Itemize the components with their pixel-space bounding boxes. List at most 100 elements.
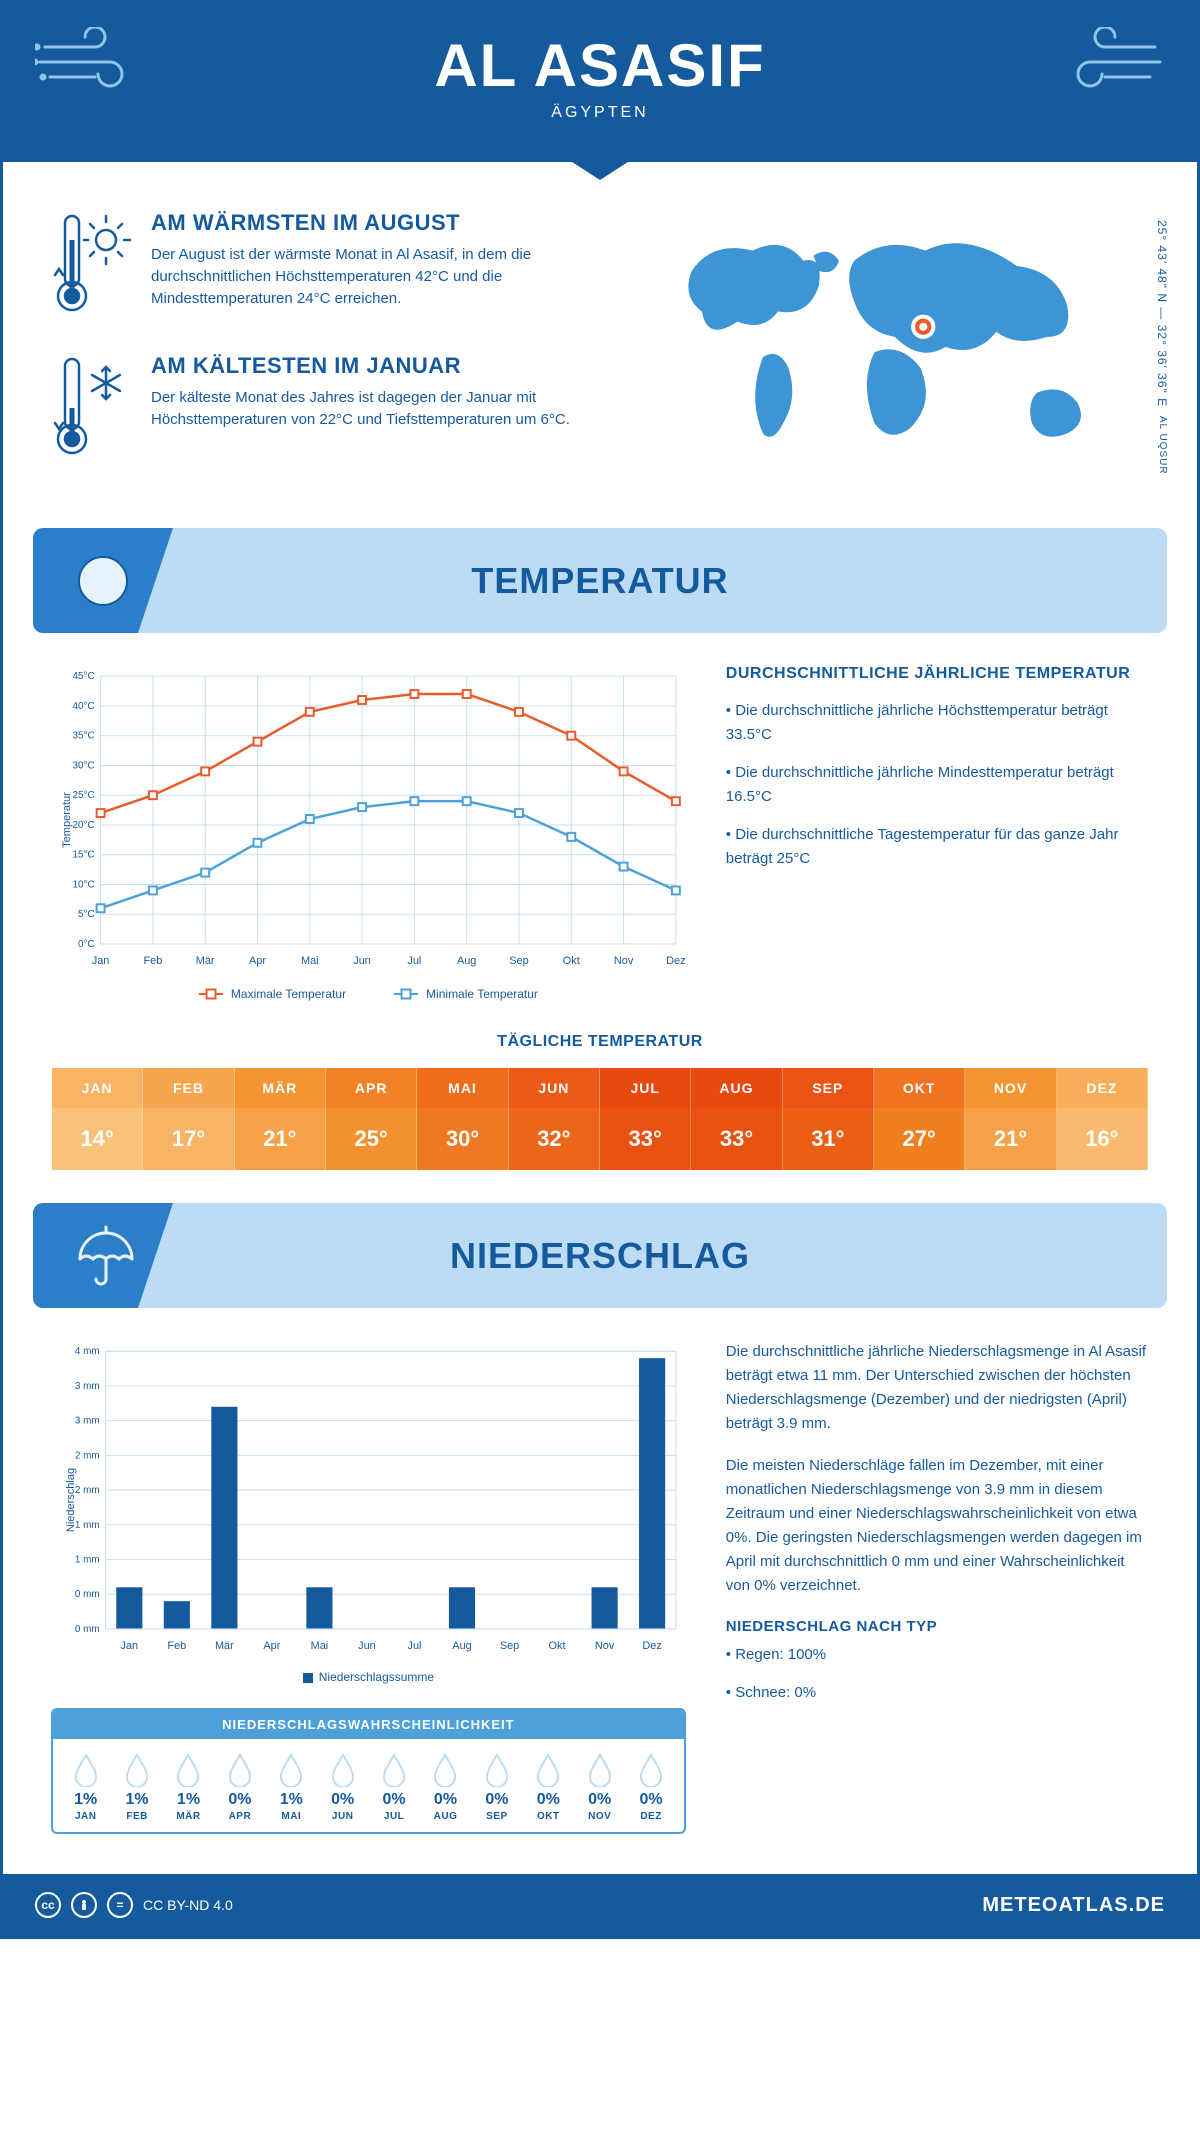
temp-bullet: • Die durchschnittliche Tagestemperatur …: [726, 823, 1149, 871]
probability-cell: 1% MAI: [267, 1753, 316, 1822]
svg-text:3 mm: 3 mm: [75, 1381, 100, 1392]
svg-text:5°C: 5°C: [78, 909, 95, 920]
probability-cell: 0% SEP: [472, 1753, 521, 1822]
precip-paragraph: Die durchschnittliche jährliche Niedersc…: [726, 1340, 1149, 1436]
svg-text:45°C: 45°C: [73, 671, 95, 682]
temperature-banner: TEMPERATUR: [33, 528, 1167, 633]
svg-text:Nov: Nov: [595, 1640, 615, 1652]
heat-header: SEP: [783, 1068, 874, 1108]
svg-text:Nov: Nov: [614, 955, 634, 967]
heat-cell: 21°: [235, 1108, 326, 1170]
svg-text:30°C: 30°C: [73, 760, 95, 771]
license-text: CC BY-ND 4.0: [143, 1897, 233, 1913]
svg-text:Apr: Apr: [249, 955, 266, 967]
warmest-title: AM WÄRMSTEN IM AUGUST: [151, 210, 609, 236]
temperature-line-chart: Temperatur 0°C5°C10°C15°C20°C25°C30°C35°…: [51, 665, 686, 975]
svg-text:4 mm: 4 mm: [75, 1346, 100, 1357]
chevron-down-icon: [572, 162, 628, 180]
heat-cell: 32°: [509, 1108, 600, 1170]
svg-text:Aug: Aug: [457, 955, 476, 967]
svg-text:25°C: 25°C: [73, 790, 95, 801]
heat-cell: 17°: [143, 1108, 234, 1170]
warmest-fact: AM WÄRMSTEN IM AUGUST Der August ist der…: [51, 210, 609, 325]
raindrop-icon: [175, 1753, 201, 1787]
brand-name: METEOATLAS.DE: [982, 1894, 1165, 1917]
svg-text:3 mm: 3 mm: [75, 1416, 100, 1427]
heat-cell: 14°: [52, 1108, 143, 1170]
svg-text:1 mm: 1 mm: [75, 1554, 100, 1565]
heat-cell: 30°: [417, 1108, 508, 1170]
world-map: [641, 210, 1149, 479]
bar-legend: Niederschlagssumme: [51, 1670, 686, 1684]
svg-text:Sep: Sep: [500, 1640, 519, 1652]
svg-text:Jun: Jun: [353, 955, 371, 967]
raindrop-icon: [535, 1753, 561, 1787]
heat-header: DEZ: [1057, 1068, 1148, 1108]
svg-text:2 mm: 2 mm: [75, 1485, 100, 1496]
raindrop-icon: [432, 1753, 458, 1787]
raindrop-icon: [124, 1753, 150, 1787]
heat-cell: 27°: [874, 1108, 965, 1170]
heat-cell: 21°: [965, 1108, 1056, 1170]
heat-cell: 25°: [326, 1108, 417, 1170]
raindrop-icon: [587, 1753, 613, 1787]
probability-cell: 0% DEZ: [626, 1753, 675, 1822]
heat-cell: 33°: [691, 1108, 782, 1170]
svg-text:0 mm: 0 mm: [75, 1589, 100, 1600]
svg-text:Jan: Jan: [92, 955, 110, 967]
probability-cell: 0% APR: [215, 1753, 264, 1822]
heat-header: APR: [326, 1068, 417, 1108]
precipitation-bar-chart: Niederschlag 0 mm0 mm1 mm1 mm2 mm2 mm3 m…: [51, 1340, 686, 1660]
coldest-fact: AM KÄLTESTEN IM JANUAR Der kälteste Mona…: [51, 353, 609, 468]
svg-text:Feb: Feb: [143, 955, 162, 967]
precip-paragraph: Die meisten Niederschläge fallen im Deze…: [726, 1454, 1149, 1598]
svg-text:Feb: Feb: [167, 1640, 186, 1652]
sun-icon: [33, 528, 173, 633]
probability-cell: 0% AUG: [421, 1753, 470, 1822]
svg-text:Mai: Mai: [311, 1640, 329, 1652]
page-header: AL ASASIF ÄGYPTEN: [3, 3, 1197, 162]
svg-text:Sep: Sep: [509, 955, 528, 967]
svg-text:Mär: Mär: [215, 1640, 234, 1652]
temp-info-title: DURCHSCHNITTLICHE JÄHRLICHE TEMPERATUR: [726, 665, 1149, 683]
raindrop-icon: [330, 1753, 356, 1787]
raindrop-icon: [73, 1753, 99, 1787]
probability-title: NIEDERSCHLAGSWAHRSCHEINLICHKEIT: [53, 1710, 684, 1739]
page-footer: cc = CC BY-ND 4.0 METEOATLAS.DE: [3, 1874, 1197, 1936]
legend-min: Minimale Temperatur: [426, 987, 538, 1001]
svg-text:Mai: Mai: [301, 955, 319, 967]
probability-box: NIEDERSCHLAGSWAHRSCHEINLICHKEIT 1% JAN 1…: [51, 1708, 686, 1834]
heat-header: MÄR: [235, 1068, 326, 1108]
coordinates: 25° 43' 48" N — 32° 36' 36" E AL UQSUR: [1155, 220, 1169, 475]
thermometer-sun-icon: [51, 210, 131, 325]
section-title: NIEDERSCHLAG: [33, 1235, 1167, 1277]
heat-cell: 31°: [783, 1108, 874, 1170]
svg-text:Okt: Okt: [563, 955, 580, 967]
wind-icon: [1055, 27, 1165, 102]
raindrop-icon: [638, 1753, 664, 1787]
page-subtitle: ÄGYPTEN: [23, 104, 1177, 122]
probability-cell: 1% MÄR: [164, 1753, 213, 1822]
svg-text:Dez: Dez: [642, 1640, 661, 1652]
heat-header: OKT: [874, 1068, 965, 1108]
precipitation-banner: NIEDERSCHLAG: [33, 1203, 1167, 1308]
svg-text:Dez: Dez: [666, 955, 685, 967]
svg-text:35°C: 35°C: [73, 731, 95, 742]
probability-cell: 1% FEB: [112, 1753, 161, 1822]
raindrop-icon: [227, 1753, 253, 1787]
raindrop-icon: [484, 1753, 510, 1787]
svg-text:Jan: Jan: [121, 1640, 139, 1652]
svg-text:Jul: Jul: [408, 1640, 422, 1652]
cc-icon: cc: [35, 1892, 61, 1918]
by-icon: [71, 1892, 97, 1918]
legend-max: Maximale Temperatur: [231, 987, 346, 1001]
svg-text:Aug: Aug: [452, 1640, 471, 1652]
heat-cell: 33°: [600, 1108, 691, 1170]
svg-text:2 mm: 2 mm: [75, 1450, 100, 1461]
svg-text:40°C: 40°C: [73, 701, 95, 712]
svg-text:10°C: 10°C: [73, 879, 95, 890]
page-title: AL ASASIF: [23, 31, 1177, 100]
heat-header: MAI: [417, 1068, 508, 1108]
heat-cell: 16°: [1057, 1108, 1148, 1170]
probability-cell: 0% OKT: [524, 1753, 573, 1822]
